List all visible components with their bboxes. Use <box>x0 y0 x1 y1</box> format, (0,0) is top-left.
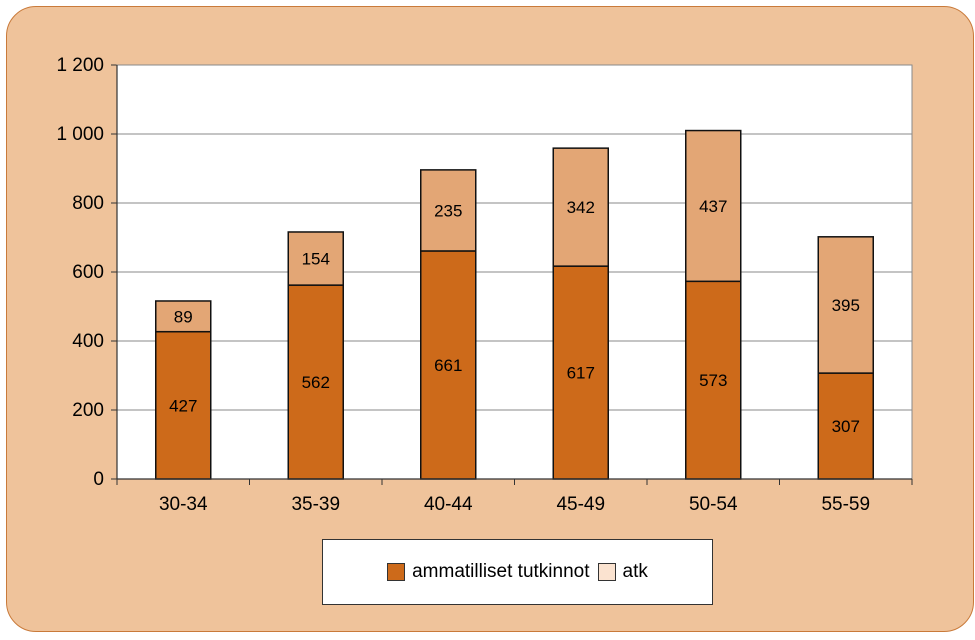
bar-segment <box>420 250 477 480</box>
data-label: 89 <box>174 307 193 326</box>
data-label: 395 <box>832 296 860 315</box>
legend-label-series-1: ammatilliset tutkinnot <box>412 561 590 582</box>
bars: 427 89 562 154 661 235 617 342 573 437 307 395 <box>155 129 874 480</box>
legend-swatch-series-1 <box>387 563 406 581</box>
y-tick-label: 600 <box>72 262 104 283</box>
axes: 0 200 400 600 800 1 000 1 200 30-34 35-39 40-44 45… <box>56 55 913 515</box>
bar-segment <box>817 372 874 480</box>
bar-segment <box>685 280 742 480</box>
y-tick-label: 1 200 <box>56 55 104 76</box>
y-tick-label: 0 <box>93 469 104 490</box>
data-label: 617 <box>567 364 595 383</box>
x-tick-label: 30-34 <box>159 494 208 515</box>
bar-segment <box>552 147 609 267</box>
legend-swatch-series-2 <box>597 563 616 581</box>
data-label: 661 <box>434 356 462 375</box>
bar-segment <box>287 231 344 286</box>
legend-item-series-1: ammatilliset tutkinnot <box>387 561 590 583</box>
bar-segment <box>685 129 742 283</box>
data-label: 573 <box>699 371 727 390</box>
y-tick-label: 1 000 <box>56 124 104 145</box>
legend-label-series-2: atk <box>622 561 648 582</box>
legend: ammatilliset tutkinnot atk <box>322 539 713 605</box>
data-label: 154 <box>302 250 330 269</box>
y-tick-label: 800 <box>72 193 104 214</box>
data-label: 562 <box>302 373 330 392</box>
x-tick-label: 50-54 <box>689 494 738 515</box>
data-label: 437 <box>699 197 727 216</box>
bar-segment <box>420 169 477 252</box>
bar-segment <box>817 236 874 374</box>
legend-item-series-2: atk <box>597 561 648 583</box>
data-label: 307 <box>832 417 860 436</box>
data-label: 235 <box>434 201 462 220</box>
x-tick-label: 55-59 <box>821 494 870 515</box>
x-tick-label: 40-44 <box>424 494 473 515</box>
y-tick-label: 200 <box>72 400 104 421</box>
x-tick-label: 35-39 <box>291 494 340 515</box>
y-tick-label: 400 <box>72 331 104 352</box>
x-tick-label: 45-49 <box>556 494 605 515</box>
bar-segment <box>287 284 344 480</box>
bar-segment <box>552 265 609 480</box>
data-label: 342 <box>567 198 595 217</box>
bar-segment <box>155 300 212 333</box>
data-label: 427 <box>169 396 197 415</box>
